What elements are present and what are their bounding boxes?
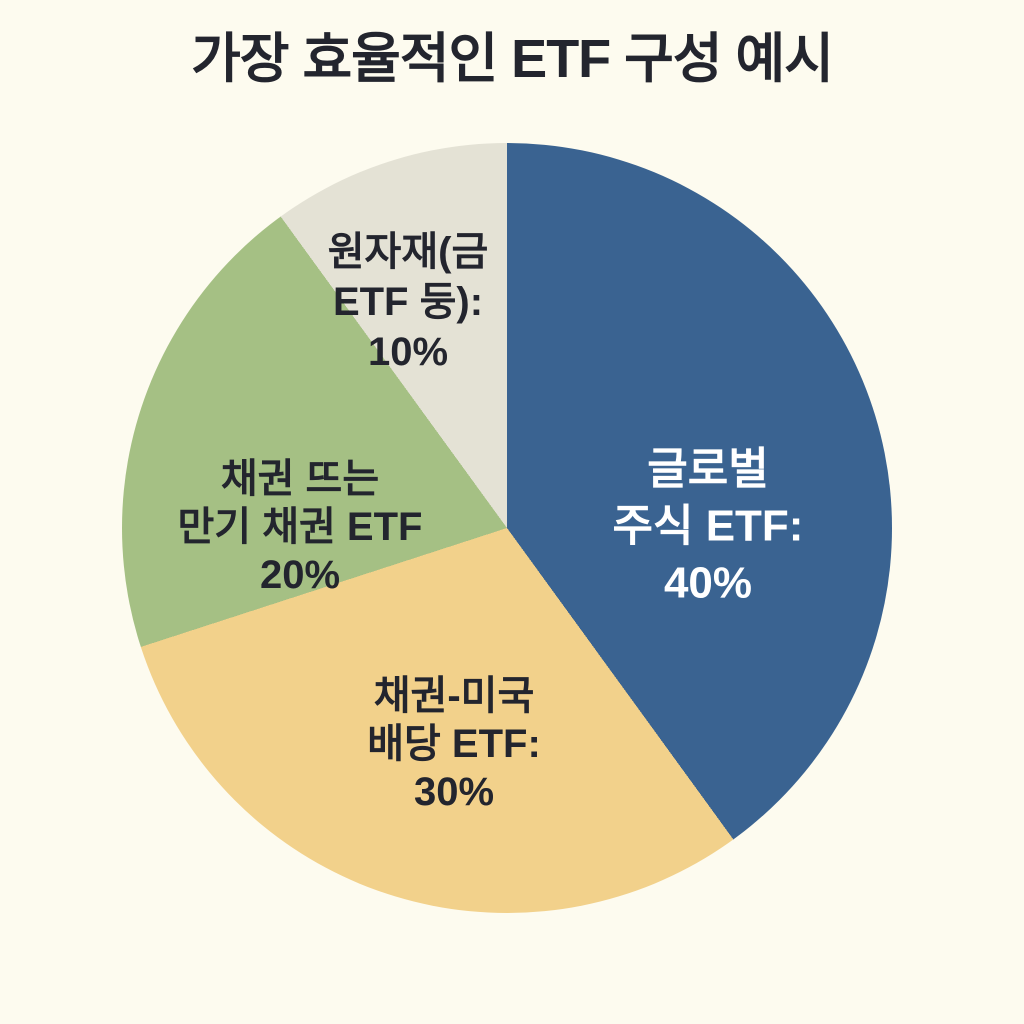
pie-chart xyxy=(122,143,892,913)
pie-slice-label-global-equity-etf: 글로벌 주식 ETF: 40% xyxy=(613,441,804,612)
slice-value: 10% xyxy=(367,330,449,374)
slice-label-line: 만기 채권 ETF xyxy=(177,505,423,549)
pie-slice-label-us-dividend-etf: 채권-미국 배당 ETF: 30% xyxy=(367,672,541,816)
slice-label-line: 글로벌 xyxy=(647,444,769,494)
slice-label-line: 배당 ETF: xyxy=(367,722,541,766)
slice-label-line: 채권 뜨는 xyxy=(220,457,380,501)
pie-slice-label-bond-etf: 채권 뜨는 만기 채권 ETF 20% xyxy=(178,455,423,599)
pie-slice-label-commodities-etf: 원자재(금 ETF 둥): 10% xyxy=(328,227,489,377)
slice-label-line: 주식 ETF: xyxy=(612,501,804,551)
slice-label-line: ETF 둥): xyxy=(332,280,484,324)
slice-value: 20% xyxy=(259,553,341,597)
page-title: 가장 효율적인 ETF 구성 예시 xyxy=(191,29,834,89)
slice-value: 40% xyxy=(663,558,753,608)
slice-label-line: 원자재(금 xyxy=(327,230,489,274)
slice-value: 30% xyxy=(413,770,495,814)
slice-label-line: 채권-미국 xyxy=(373,674,535,718)
